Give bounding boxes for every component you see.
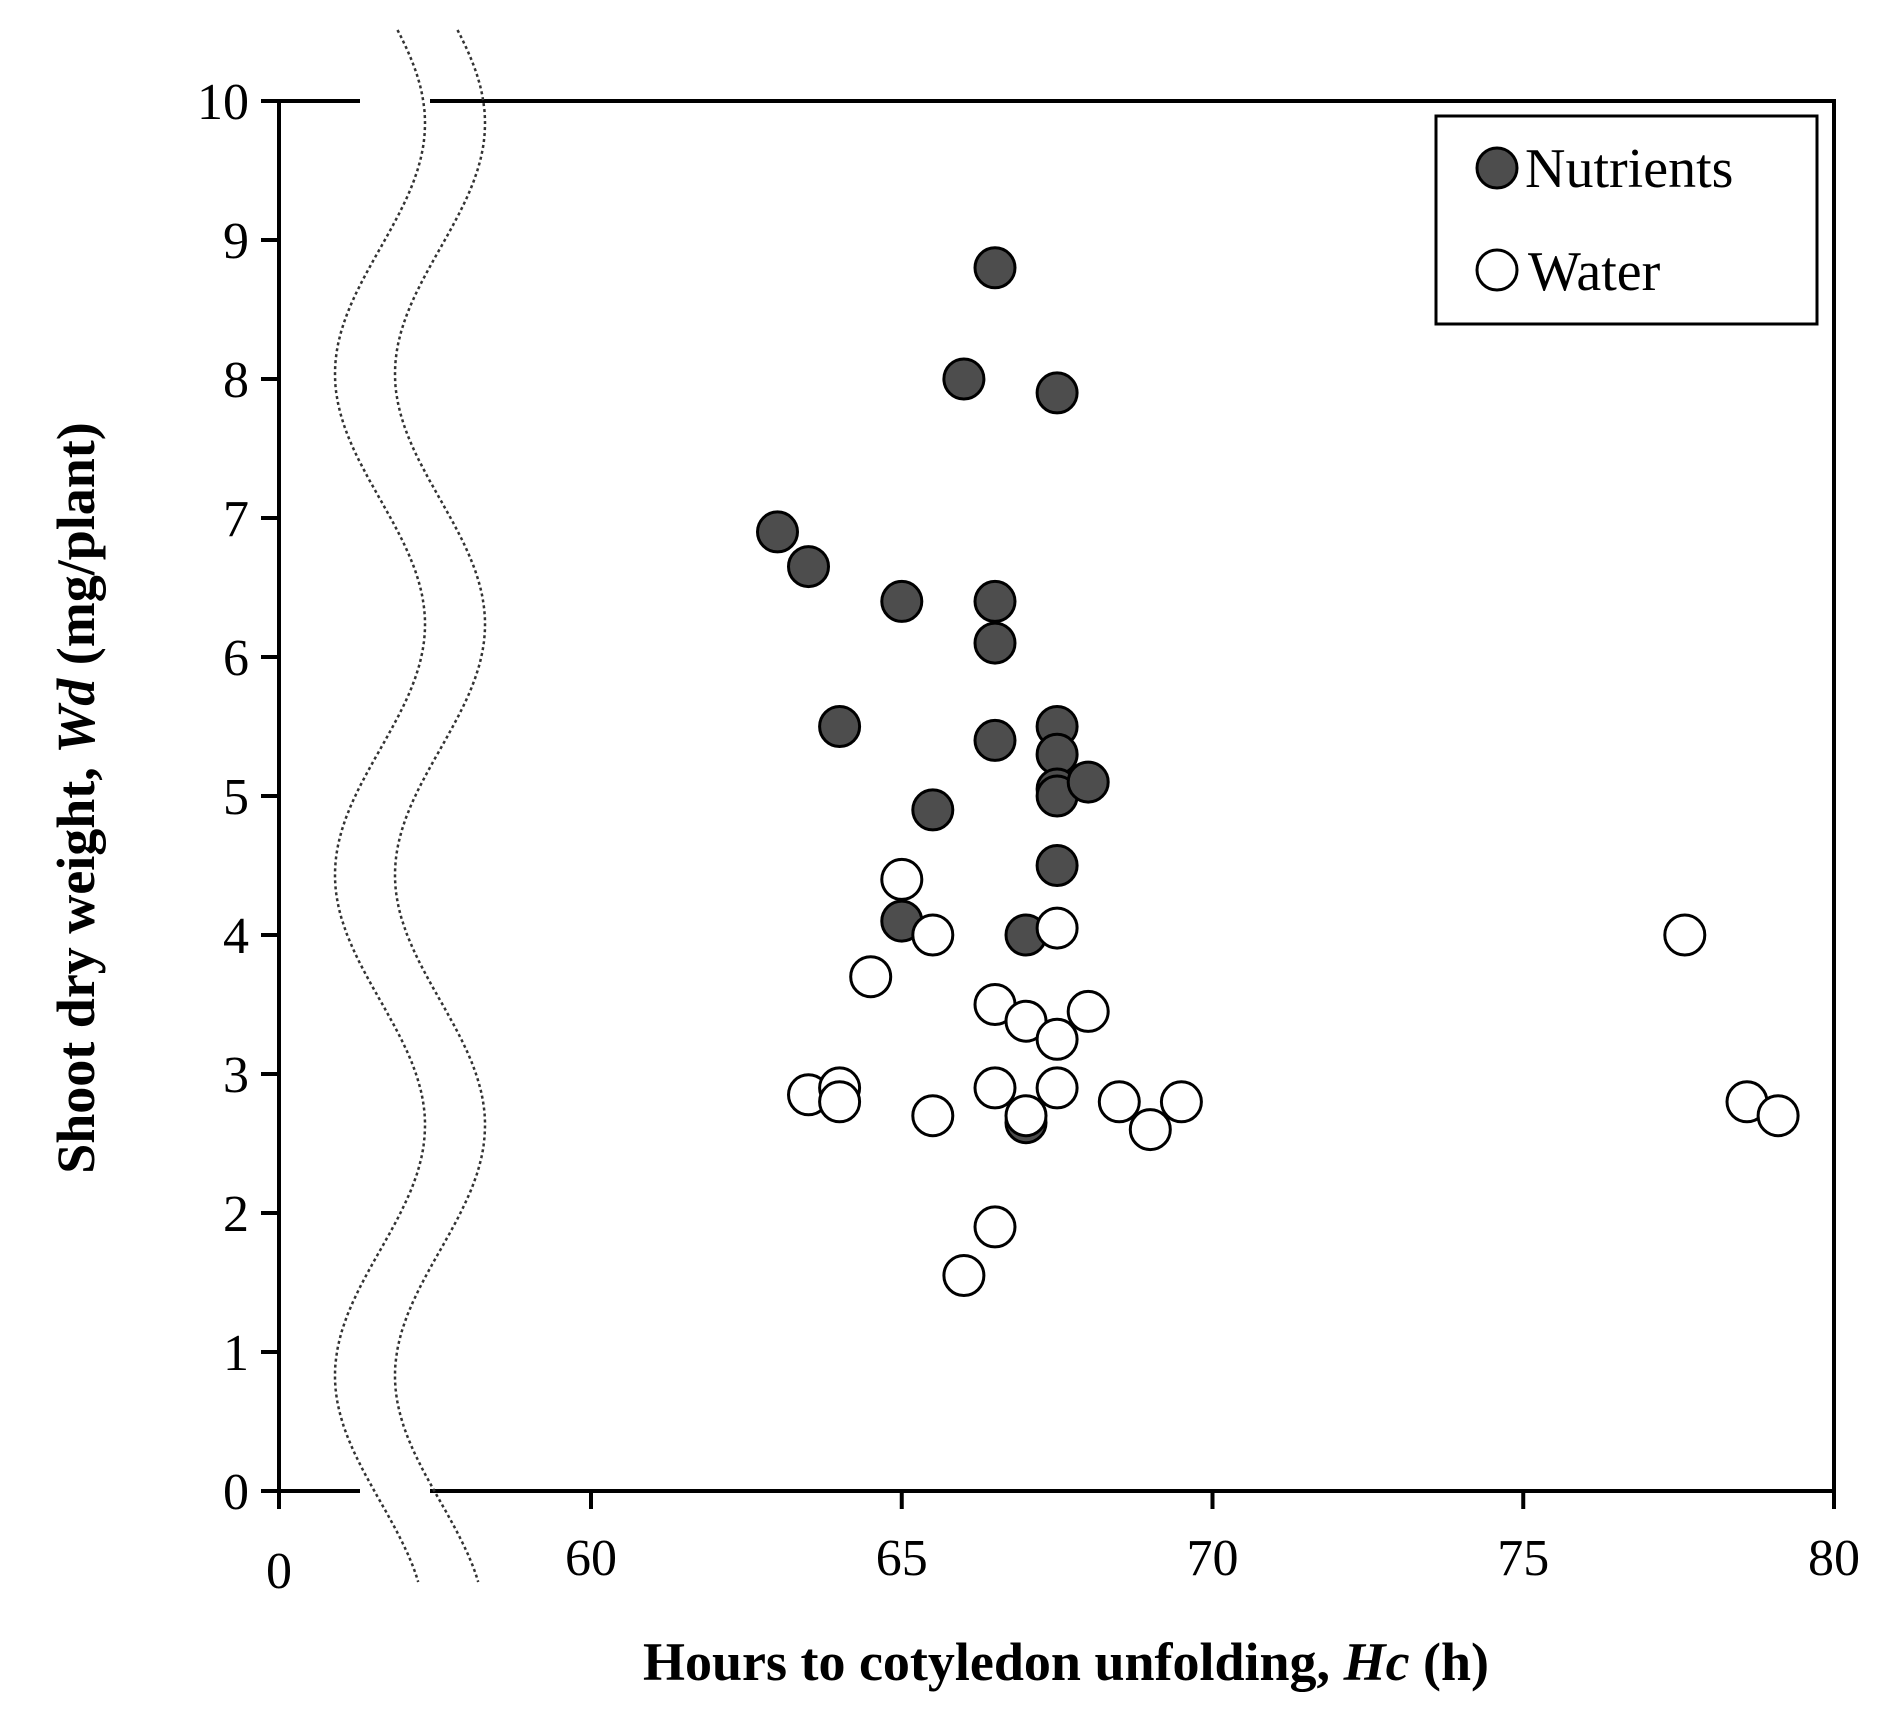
x-tick-label: 70 xyxy=(1187,1530,1239,1587)
x-tick-label: 0 xyxy=(266,1543,292,1600)
y-tick-label: 3 xyxy=(223,1047,249,1104)
data-point-nutrients xyxy=(756,510,799,554)
legend-label-water: Water xyxy=(1528,241,1661,303)
data-point-water xyxy=(1035,1066,1079,1110)
data-point-water xyxy=(1066,989,1110,1033)
y-tick-label: 7 xyxy=(223,491,249,548)
y-tick-label: 10 xyxy=(197,74,249,131)
axis-break-marker xyxy=(333,29,487,1583)
data-point-water xyxy=(818,1080,862,1124)
data-point-nutrients xyxy=(787,545,830,589)
data-point-water xyxy=(880,857,924,901)
data-point-water xyxy=(1097,1080,1141,1124)
y-tick-label: 0 xyxy=(223,1464,249,1521)
y-tick-label: 5 xyxy=(223,769,249,826)
data-point-water xyxy=(973,1066,1017,1110)
data-point-nutrients xyxy=(1035,371,1079,415)
y-tick-label: 8 xyxy=(223,352,249,409)
data-point-water xyxy=(942,1254,986,1297)
legend-marker-water xyxy=(1475,248,1519,292)
data-point-nutrients xyxy=(973,579,1017,623)
legend: Nutrients Water xyxy=(1434,114,1819,326)
data-point-water xyxy=(1128,1108,1172,1152)
data-point-water xyxy=(849,955,893,999)
data-point-water xyxy=(1159,1080,1203,1124)
data-points xyxy=(756,246,1800,1297)
data-point-water xyxy=(1035,906,1079,950)
data-point-water xyxy=(1004,1094,1048,1138)
y-tick-label: 1 xyxy=(223,1325,249,1382)
x-tick-label: 65 xyxy=(876,1530,928,1587)
data-point-water xyxy=(973,1205,1017,1249)
legend-label-nutrients: Nutrients xyxy=(1525,138,1733,200)
y-tick-label: 9 xyxy=(223,213,249,270)
data-point-nutrients xyxy=(973,621,1017,665)
y-axis-title: Shoot dry weight, Wd (mg/plant) xyxy=(46,422,106,1174)
data-point-nutrients xyxy=(1035,844,1079,887)
x-tick-label: 60 xyxy=(565,1530,617,1587)
x-tick-label: 80 xyxy=(1808,1530,1860,1587)
data-point-water xyxy=(911,1094,955,1138)
data-point-nutrients xyxy=(973,246,1017,290)
y-tick-label: 2 xyxy=(223,1186,249,1243)
data-point-water xyxy=(1756,1094,1800,1138)
data-point-water xyxy=(1663,913,1707,957)
axis-break-gap xyxy=(360,90,430,1510)
data-point-water xyxy=(1035,1017,1079,1061)
legend-marker-nutrients xyxy=(1475,146,1519,190)
data-point-nutrients xyxy=(880,579,924,623)
data-point-nutrients xyxy=(818,705,862,748)
x-tick-label: 75 xyxy=(1497,1530,1549,1587)
data-point-nutrients xyxy=(1066,760,1110,804)
axis-break-line-left xyxy=(333,29,427,1583)
data-point-nutrients xyxy=(973,718,1017,762)
axis-break-line-right xyxy=(393,29,487,1583)
x-axis: 0 60 65 70 75 80 xyxy=(266,1491,1860,1600)
data-point-nutrients xyxy=(942,357,986,401)
y-tick-label: 6 xyxy=(223,630,249,687)
data-point-water xyxy=(911,913,955,957)
x-axis-title: Hours to cotyledon unfolding, Hc (h) xyxy=(643,1632,1489,1692)
data-point-nutrients xyxy=(911,788,955,832)
y-axis: 0 1 2 3 4 5 6 7 8 9 10 xyxy=(197,74,279,1521)
y-tick-label: 4 xyxy=(223,908,249,965)
